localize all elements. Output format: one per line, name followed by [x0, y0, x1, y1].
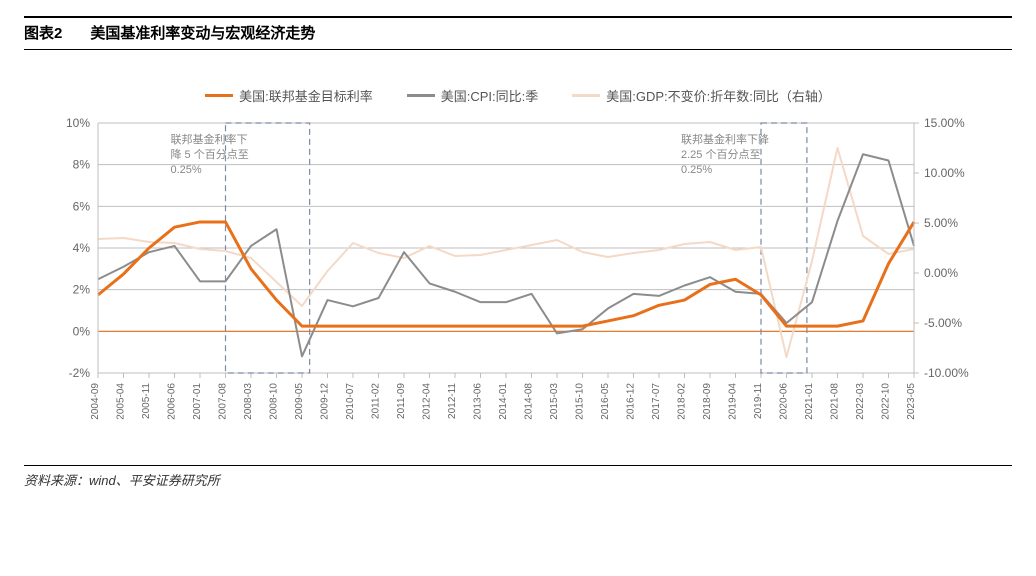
svg-text:2015-10: 2015-10 [575, 383, 586, 420]
svg-text:2005-04: 2005-04 [116, 383, 127, 420]
svg-text:2012-11: 2012-11 [447, 383, 458, 419]
chart-area: -2% 0% 2% 4% 6% 8% 10% -10.00% -5.00% 0.00% 5.00% 1… [34, 113, 1002, 443]
svg-text:2019-11: 2019-11 [753, 383, 764, 419]
source-text: 资料来源：wind、平安证券研究所 [24, 466, 1012, 493]
figure-title: 美国基准利率变动与宏观经济走势 [90, 22, 315, 43]
legend-item-s3: 美国:GDP:不变价:折年数:同比（右轴） [572, 86, 831, 105]
svg-text:2015-03: 2015-03 [549, 383, 560, 420]
svg-text:2006-06: 2006-06 [167, 383, 178, 420]
svg-text:2018-09: 2018-09 [702, 383, 713, 420]
svg-text:2009-05: 2009-05 [294, 383, 305, 420]
svg-text:10%: 10% [66, 116, 90, 130]
svg-text:2%: 2% [73, 283, 91, 297]
svg-text:8%: 8% [73, 158, 91, 172]
svg-text:2018-02: 2018-02 [677, 383, 688, 420]
swatch-s2 [407, 94, 435, 97]
svg-text:-10.00%: -10.00% [924, 366, 969, 380]
svg-text:15.00%: 15.00% [924, 116, 965, 130]
svg-text:2016-05: 2016-05 [600, 383, 611, 420]
svg-text:2005-11: 2005-11 [141, 383, 152, 419]
svg-text:0.00%: 0.00% [924, 266, 958, 280]
svg-text:2022-10: 2022-10 [881, 383, 892, 420]
svg-text:-2%: -2% [69, 366, 91, 380]
svg-text:2009-12: 2009-12 [320, 383, 331, 420]
svg-text:0%: 0% [73, 324, 91, 338]
svg-text:2023-05: 2023-05 [906, 383, 917, 420]
svg-text:2010-07: 2010-07 [345, 383, 356, 420]
figure-label: 图表2 [24, 22, 62, 43]
svg-text:2008-03: 2008-03 [243, 383, 254, 420]
annotation-2: 联邦基金利率下降 2.25 个百分点至 0.25% [681, 133, 781, 178]
svg-text:2019-04: 2019-04 [728, 383, 739, 420]
svg-text:2012-04: 2012-04 [422, 383, 433, 420]
swatch-s3 [572, 94, 600, 97]
title-underline [24, 49, 1012, 50]
svg-text:2021-08: 2021-08 [830, 383, 841, 420]
svg-text:2016-12: 2016-12 [626, 383, 637, 420]
legend-label-s1: 美国:联邦基金目标利率 [239, 86, 373, 105]
svg-text:6%: 6% [73, 199, 91, 213]
legend-label-s2: 美国:CPI:同比:季 [441, 86, 539, 105]
svg-text:2020-06: 2020-06 [779, 383, 790, 420]
svg-text:5.00%: 5.00% [924, 216, 958, 230]
svg-text:2004-09: 2004-09 [90, 383, 101, 420]
svg-text:2007-01: 2007-01 [192, 383, 203, 420]
title-row: 图表2 美国基准利率变动与宏观经济走势 [24, 18, 1012, 49]
svg-text:2014-08: 2014-08 [524, 383, 535, 420]
swatch-s1 [205, 94, 233, 97]
svg-text:-5.00%: -5.00% [924, 316, 962, 330]
legend-label-s3: 美国:GDP:不变价:折年数:同比（右轴） [606, 86, 831, 105]
svg-text:10.00%: 10.00% [924, 166, 965, 180]
svg-text:2022-03: 2022-03 [855, 383, 866, 420]
annotation-1: 联邦基金利率下降 5 个百分点至 0.25% [171, 133, 257, 178]
svg-text:2013-06: 2013-06 [473, 383, 484, 420]
legend: 美国:联邦基金目标利率 美国:CPI:同比:季 美国:GDP:不变价:折年数:同… [24, 86, 1012, 105]
legend-item-s2: 美国:CPI:同比:季 [407, 86, 539, 105]
svg-text:2007-08: 2007-08 [218, 383, 229, 420]
svg-text:2011-02: 2011-02 [371, 383, 382, 419]
svg-text:4%: 4% [73, 241, 91, 255]
svg-text:2008-10: 2008-10 [269, 383, 280, 420]
svg-text:2021-01: 2021-01 [804, 383, 815, 420]
svg-text:2011-09: 2011-09 [396, 383, 407, 419]
legend-item-s1: 美国:联邦基金目标利率 [205, 86, 373, 105]
svg-text:2014-01: 2014-01 [498, 383, 509, 420]
svg-text:2017-07: 2017-07 [651, 383, 662, 420]
